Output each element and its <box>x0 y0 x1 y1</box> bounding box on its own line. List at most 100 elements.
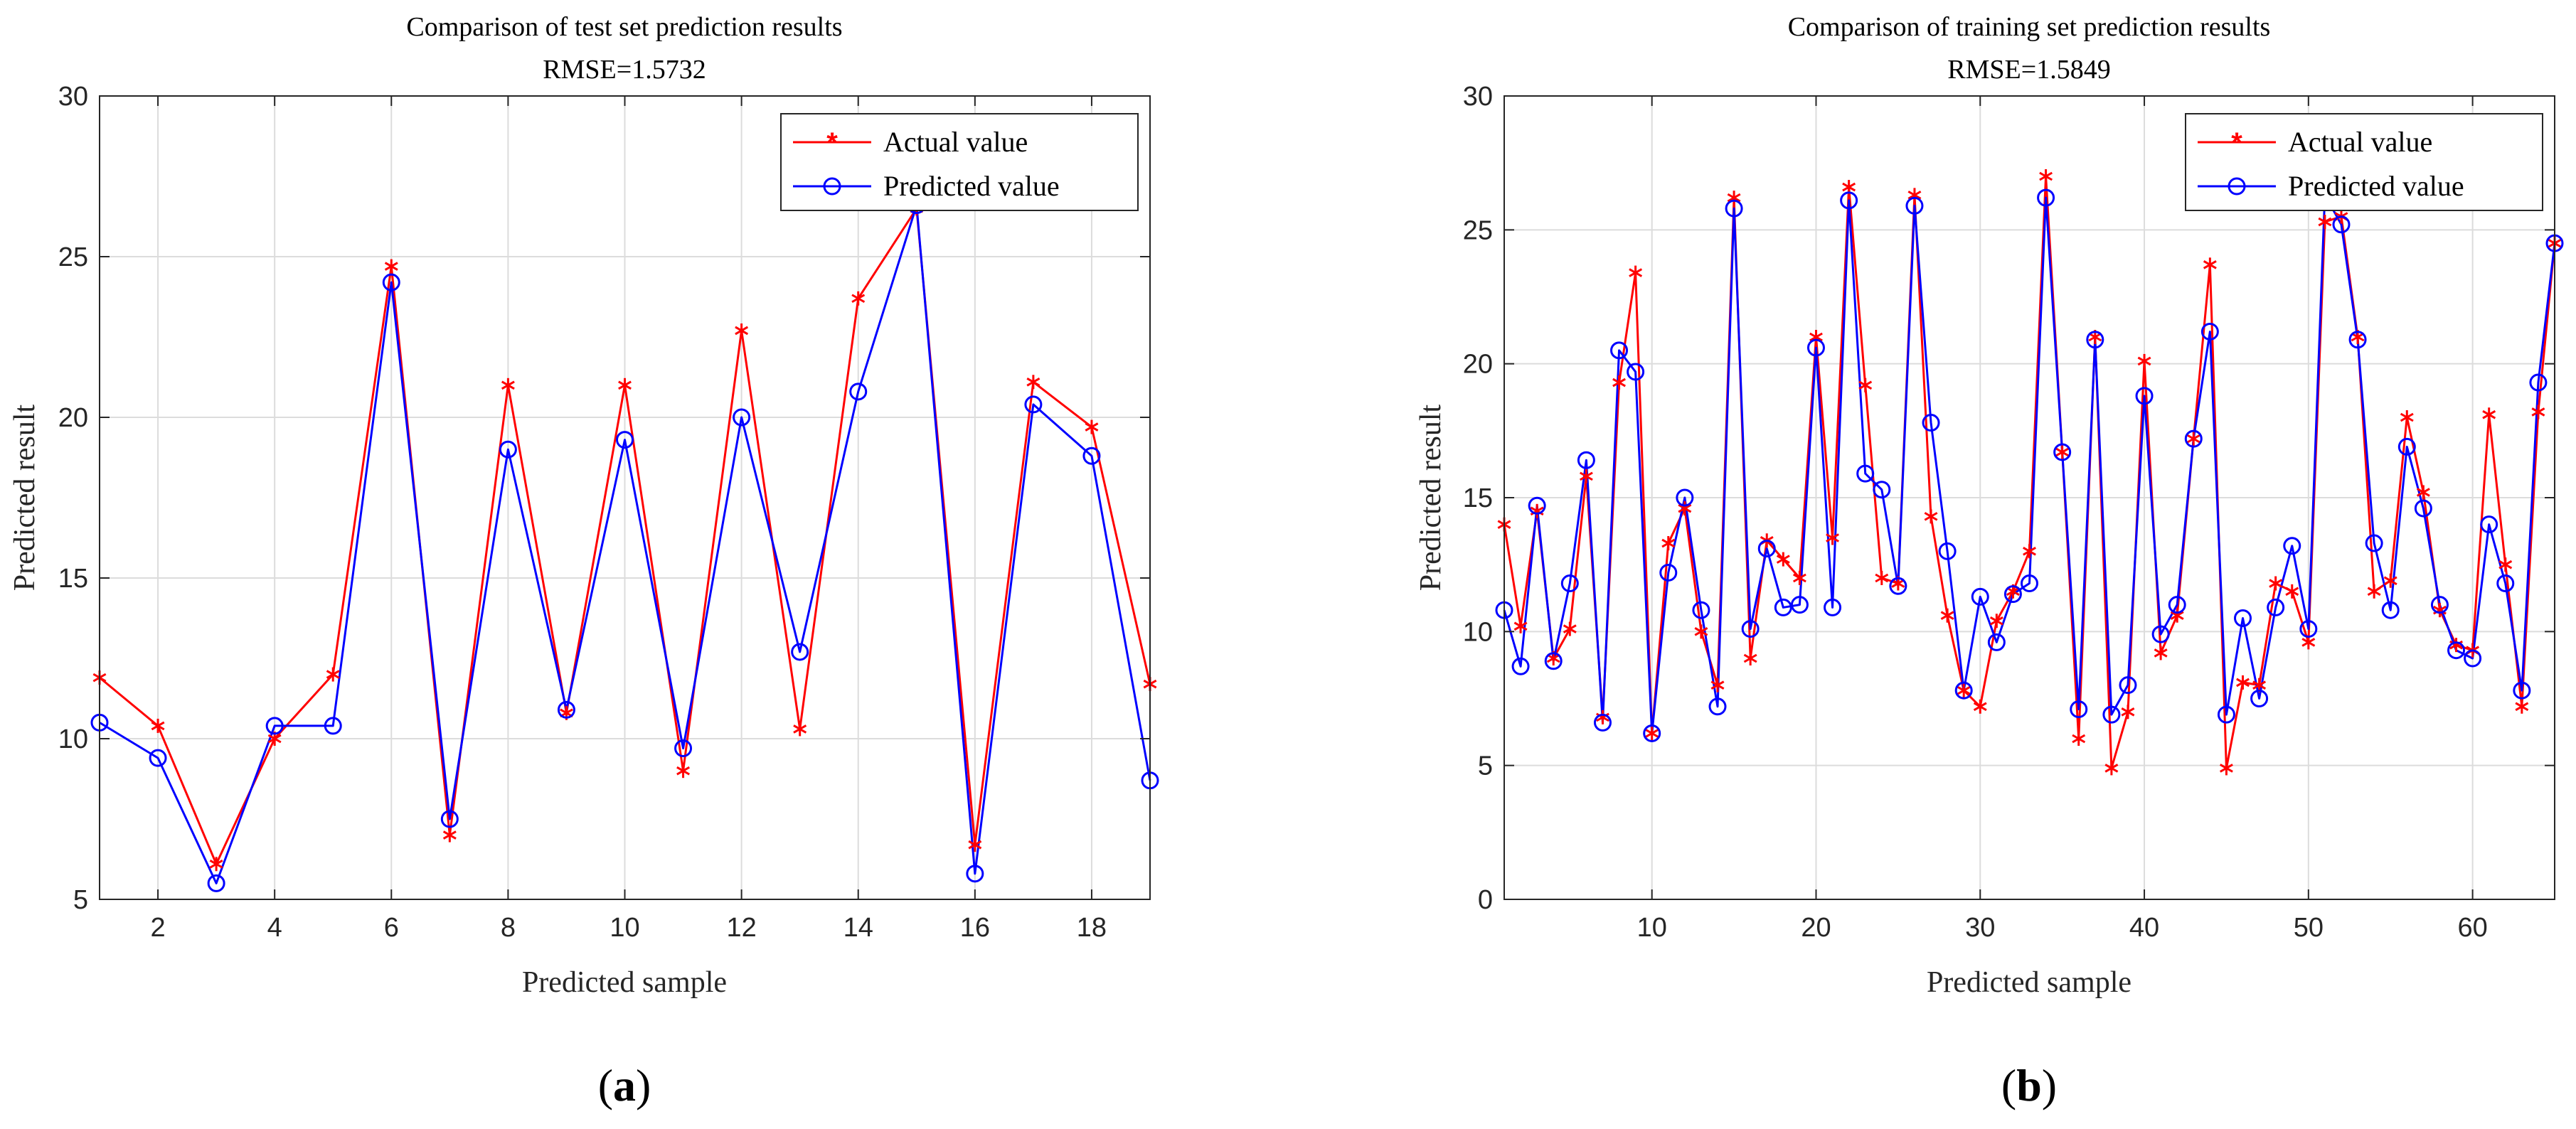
legend-marker-actual-b: * <box>2231 127 2242 159</box>
legend-label-predicted-a: Predicted value <box>883 170 1060 202</box>
predicted-point <box>2217 705 2235 724</box>
x-tick-label: 4 <box>267 913 282 943</box>
x-tick-label: 10 <box>1637 913 1667 943</box>
x-tick-label: 12 <box>726 913 756 943</box>
actual-point <box>2121 705 2135 719</box>
x-tick-label: 20 <box>1801 913 1831 943</box>
actual-point <box>1989 614 2003 628</box>
actual-point <box>326 667 340 682</box>
actual-point <box>2055 444 2070 459</box>
actual-point <box>442 828 457 842</box>
y-tick-label: 5 <box>73 885 88 915</box>
predicted-point <box>2168 596 2186 614</box>
predicted-point <box>1873 481 1891 499</box>
chart-subtitle-a: RMSE=1.5732 <box>543 55 706 85</box>
actual-point <box>2269 576 2283 591</box>
panel-letter-a: a <box>613 1060 636 1111</box>
actual-point <box>1924 509 1938 524</box>
predicted-point <box>1938 542 1957 560</box>
legend-marker-actual-a: * <box>826 127 838 159</box>
actual-point <box>1776 552 1790 567</box>
actual-point <box>851 291 866 306</box>
x-tick-label: 60 <box>2457 913 2487 943</box>
predicted-point <box>1971 587 1989 606</box>
predicted-point <box>2332 215 2351 234</box>
predicted-point <box>1708 697 1727 716</box>
y-tick-label: 15 <box>1463 483 1493 513</box>
legend-box-a <box>780 113 1139 211</box>
y-tick-label: 30 <box>58 82 88 112</box>
legend-label-predicted-b: Predicted value <box>2288 170 2464 202</box>
predicted-point <box>733 408 751 427</box>
predicted-point <box>2021 574 2038 593</box>
actual-point <box>1743 651 1757 665</box>
series-line-predicted-a <box>99 204 1151 884</box>
panel-label-a: (a) <box>598 1060 651 1111</box>
predicted-point <box>2184 429 2203 448</box>
x-axis-label-b: Predicted sample <box>1927 966 2131 999</box>
actual-point <box>1563 621 1577 636</box>
x-tick-label: 6 <box>384 913 399 943</box>
predicted-point <box>1987 633 2006 651</box>
actual-point <box>384 259 398 274</box>
actual-point <box>2154 646 2168 660</box>
actual-point <box>151 718 165 733</box>
actual-point <box>2285 584 2299 599</box>
predicted-point <box>1692 601 1710 619</box>
predicted-point <box>1659 563 1678 582</box>
predicted-point <box>2381 601 2400 619</box>
predicted-point <box>2250 690 2269 707</box>
predicted-point <box>1806 338 1825 357</box>
grid-a <box>100 96 1150 899</box>
grid-b <box>1504 96 2555 899</box>
predicted-point <box>2397 437 2416 456</box>
predicted-point <box>2480 515 2498 534</box>
actual-point <box>1727 191 1741 205</box>
predicted-point <box>791 643 809 661</box>
chart-subtitle-b: RMSE=1.5849 <box>1947 55 2110 85</box>
predicted-point <box>1757 540 1776 558</box>
y-tick-label: 30 <box>1463 82 1493 112</box>
actual-point <box>1940 608 1954 623</box>
legend-marker-predicted-b <box>2228 177 2246 196</box>
panel-label-b: (b) <box>2001 1060 2057 1111</box>
predicted-point <box>1840 191 1858 210</box>
actual-point <box>2400 410 2414 424</box>
actual-point <box>1973 699 1987 714</box>
predicted-point <box>557 700 575 719</box>
actual-point <box>735 323 749 338</box>
predicted-point <box>2151 625 2170 643</box>
predicted-point <box>1741 620 1760 638</box>
actual-point <box>2498 557 2513 572</box>
actual-point <box>1826 530 1840 545</box>
y-tick-label: 25 <box>58 242 88 272</box>
y-axis-label-a: Predicted result <box>9 404 41 591</box>
chart-title-a: Comparison of test set prediction result… <box>406 12 842 42</box>
actual-point <box>1612 375 1626 390</box>
actual-point <box>618 378 632 392</box>
predicted-point <box>1643 724 1661 742</box>
predicted-point <box>1922 414 1940 432</box>
x-tick-label: 18 <box>1077 913 1107 943</box>
actual-point <box>1907 188 1922 203</box>
actual-point <box>1645 726 1659 741</box>
actual-point <box>1710 678 1725 692</box>
predicted-point <box>1511 657 1530 675</box>
predicted-point <box>324 717 342 735</box>
actual-point <box>1957 683 1971 698</box>
actual-point <box>2219 761 2233 776</box>
y-tick-label: 15 <box>58 564 88 594</box>
panel-b: 10 20 30 40 50 60 0 5 10 15 20 25 30 Comparison of t… <box>1415 12 2564 1111</box>
actual-point <box>1513 619 1528 633</box>
predicted-point <box>966 865 984 883</box>
ticks-a: 2 4 6 8 10 12 14 16 18 5 10 15 20 25 30 <box>58 82 1150 943</box>
x-tick-label: 14 <box>843 913 873 943</box>
actual-point <box>1678 501 1692 516</box>
y-tick-label: 10 <box>1463 617 1493 647</box>
predicted-point <box>1560 574 1579 593</box>
predicted-point <box>2299 620 2318 638</box>
predicted-point <box>2200 322 2219 341</box>
predicted-point <box>849 382 868 401</box>
predicted-point <box>1593 713 1612 732</box>
